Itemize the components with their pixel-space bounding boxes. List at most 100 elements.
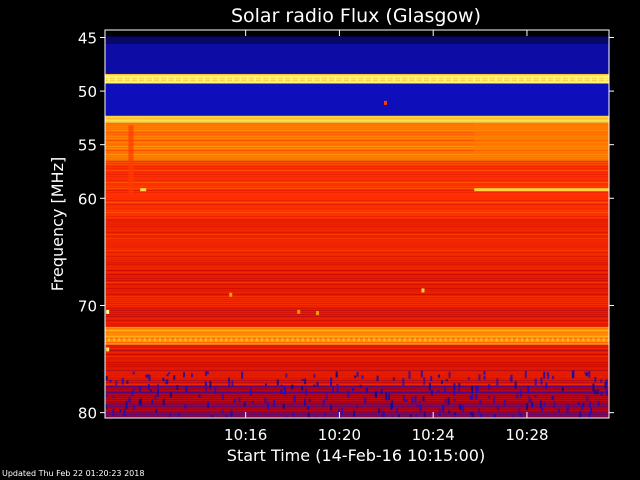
noise-speck [132,371,135,375]
interference-dot [392,77,395,82]
channel-stripe [105,416,609,417]
noise-speck [553,401,556,408]
noise-speck [365,387,368,393]
noise-speck [546,372,549,376]
noise-speck [579,410,582,418]
interference-dot [301,338,304,342]
interference-dot [538,77,541,82]
noise-speck [423,410,426,418]
channel-stripe [105,74,609,75]
channel-stripe [105,76,609,77]
interference-dot [224,77,227,82]
channel-stripe [105,310,609,311]
channel-stripe [105,274,609,275]
channel-stripe [105,286,609,287]
noise-speck [280,388,283,394]
noise-speck [169,392,172,398]
channel-stripe [105,118,609,119]
channel-stripe [105,410,609,411]
interference-dot [337,338,340,342]
interference-dot [577,338,580,342]
interference-dot [421,77,424,82]
channel-stripe [105,348,609,349]
noise-speck [283,386,286,390]
bright-spot [383,100,387,105]
noise-speck [539,400,542,409]
interference-dot [261,77,264,82]
channel-stripe [105,164,609,165]
channel-stripe [105,134,609,135]
interference-dot [166,77,169,82]
noise-speck [336,383,339,388]
noise-speck [514,381,517,389]
noise-speck [392,377,395,381]
interference-dot [465,338,467,342]
channel-stripe [105,314,609,315]
noise-speck [204,371,207,376]
channel-stripe [105,208,609,209]
noise-speck [123,409,126,417]
noise-speck [540,377,543,385]
noise-speck [453,383,456,390]
interference-dot [151,77,154,82]
interference-dot [356,77,359,82]
noise-speck [414,395,417,404]
interference-dot [509,77,512,82]
channel-stripe [105,126,609,127]
channel-stripe [105,370,609,371]
interference-dot [465,77,468,82]
channel-stripe [105,262,609,263]
interference-dot [408,338,411,342]
channel-stripe [105,304,609,305]
channel-stripe [105,130,609,131]
interference-dot [575,77,578,82]
channel-stripe [105,282,609,283]
channel-stripe [105,232,609,233]
noise-speck [561,387,564,392]
noise-speck [151,399,154,405]
noise-speck [301,378,304,382]
noise-speck [324,412,327,418]
interference-dot [531,338,534,342]
interference-dot [189,338,192,342]
interference-dot [317,338,320,342]
noise-speck [336,387,339,394]
interference-dot [385,77,388,82]
channel-stripe [105,312,609,313]
channel-stripe [105,340,609,341]
x-tick-label: 10:28 [505,426,548,444]
noise-speck [545,382,548,389]
interference-dot [306,338,309,342]
band-enhancement [474,123,609,156]
noise-speck [177,412,180,417]
interference-dot [524,77,527,82]
noise-speck [519,412,522,418]
noise-speck [126,380,129,384]
noise-speck [156,390,159,397]
noise-speck [453,415,456,418]
interference-dot [403,338,406,342]
channel-stripe [105,344,609,345]
channel-stripe [105,242,609,243]
channel-stripe [105,324,609,325]
noise-speck [398,414,401,418]
channel-stripe [105,402,609,403]
noise-speck [420,370,423,378]
interference-dot [589,77,592,82]
channel-stripe [105,306,609,307]
interference-dot [108,338,110,342]
channel-stripe [105,222,609,223]
interference-dot [368,338,371,342]
interference-dot [268,77,271,82]
channel-stripe [105,128,609,129]
channel-stripe [105,234,609,235]
interference-dot [348,77,351,82]
noise-speck [359,384,362,388]
channel-stripe [105,154,609,155]
interference-dot [602,338,605,342]
channel-stripe [105,184,609,185]
channel-stripe [105,150,609,151]
interference-dot [510,338,513,342]
noise-speck [391,415,394,418]
interference-dot [143,338,146,342]
